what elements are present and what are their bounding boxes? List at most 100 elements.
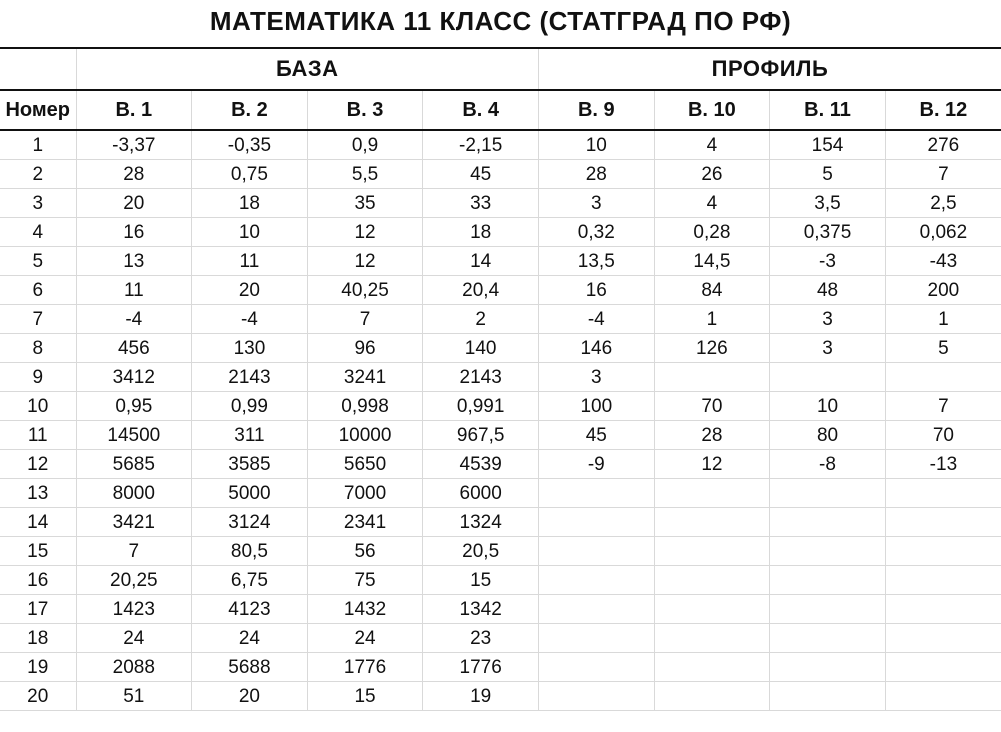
row-number-cell: 6 <box>0 276 76 305</box>
value-cell: 3412 <box>76 363 192 392</box>
group-blank-cell <box>0 48 76 90</box>
value-cell: 0,32 <box>538 218 654 247</box>
value-cell: 20,25 <box>76 566 192 595</box>
value-cell: 14,5 <box>654 247 770 276</box>
value-cell: 2143 <box>423 363 539 392</box>
value-cell: 20,5 <box>423 537 539 566</box>
value-cell: 6000 <box>423 479 539 508</box>
value-cell: 1423 <box>76 595 192 624</box>
value-cell: 20 <box>76 189 192 218</box>
table-row: 138000500070006000 <box>0 479 1001 508</box>
value-cell: 456 <box>76 334 192 363</box>
value-cell: 1 <box>654 305 770 334</box>
value-cell: -9 <box>538 450 654 479</box>
table-row: 1824242423 <box>0 624 1001 653</box>
value-cell <box>770 508 886 537</box>
value-cell: 13,5 <box>538 247 654 276</box>
value-cell <box>538 653 654 682</box>
value-cell: -3 <box>770 247 886 276</box>
value-cell: 0,75 <box>192 160 308 189</box>
value-cell: 24 <box>76 624 192 653</box>
row-number-cell: 11 <box>0 421 76 450</box>
value-cell: 2088 <box>76 653 192 682</box>
value-cell <box>538 624 654 653</box>
table-row: 171423412314321342 <box>0 595 1001 624</box>
value-cell: 2143 <box>192 363 308 392</box>
value-cell <box>885 537 1001 566</box>
column-header-row: Номер В. 1 В. 2 В. 3 В. 4 В. 9 В. 10 В. … <box>0 90 1001 130</box>
value-cell: -4 <box>76 305 192 334</box>
value-cell <box>770 595 886 624</box>
value-cell: 5650 <box>307 450 423 479</box>
value-cell: 967,5 <box>423 421 539 450</box>
value-cell: 18 <box>192 189 308 218</box>
value-cell <box>885 624 1001 653</box>
value-cell <box>770 363 886 392</box>
value-cell: 28 <box>76 160 192 189</box>
value-cell <box>885 653 1001 682</box>
value-cell: 26 <box>654 160 770 189</box>
value-cell: 1432 <box>307 595 423 624</box>
row-number-cell: 19 <box>0 653 76 682</box>
value-cell: 5 <box>885 334 1001 363</box>
table-row: 100,950,990,9980,99110070107 <box>0 392 1001 421</box>
value-cell: 2 <box>423 305 539 334</box>
table-row: 320183533343,52,5 <box>0 189 1001 218</box>
value-cell <box>654 479 770 508</box>
row-number-cell: 13 <box>0 479 76 508</box>
row-number-cell: 7 <box>0 305 76 334</box>
value-cell: 45 <box>538 421 654 450</box>
value-cell <box>885 479 1001 508</box>
table-row: 934122143324121433 <box>0 363 1001 392</box>
value-cell: -8 <box>770 450 886 479</box>
value-cell: 0,95 <box>76 392 192 421</box>
table-row: 15780,55620,5 <box>0 537 1001 566</box>
value-cell: -0,35 <box>192 130 308 160</box>
value-cell: 3 <box>538 189 654 218</box>
value-cell: 1324 <box>423 508 539 537</box>
value-cell: 3,5 <box>770 189 886 218</box>
table-row: 192088568817761776 <box>0 653 1001 682</box>
value-cell <box>654 595 770 624</box>
value-cell: 1776 <box>423 653 539 682</box>
value-cell <box>654 653 770 682</box>
table-row: 2280,755,545282657 <box>0 160 1001 189</box>
value-cell: 23 <box>423 624 539 653</box>
value-cell: 7000 <box>307 479 423 508</box>
value-cell: 0,9 <box>307 130 423 160</box>
value-cell: 16 <box>76 218 192 247</box>
value-cell <box>770 682 886 711</box>
col-header: В. 3 <box>307 90 423 130</box>
value-cell: 3585 <box>192 450 308 479</box>
value-cell: 311 <box>192 421 308 450</box>
value-cell: 35 <box>307 189 423 218</box>
row-number-cell: 9 <box>0 363 76 392</box>
value-cell: 14 <box>423 247 539 276</box>
value-cell: 7 <box>885 392 1001 421</box>
value-cell: 146 <box>538 334 654 363</box>
value-cell: 2341 <box>307 508 423 537</box>
value-cell <box>885 363 1001 392</box>
value-cell <box>538 566 654 595</box>
value-cell: 140 <box>423 334 539 363</box>
table-row: 1-3,37-0,350,9-2,15104154276 <box>0 130 1001 160</box>
value-cell: 0,375 <box>770 218 886 247</box>
value-cell: 200 <box>885 276 1001 305</box>
row-number-cell: 16 <box>0 566 76 595</box>
value-cell <box>770 537 886 566</box>
row-number-cell: 12 <box>0 450 76 479</box>
row-number-cell: 3 <box>0 189 76 218</box>
value-cell: 70 <box>654 392 770 421</box>
page-title: МАТЕМАТИКА 11 КЛАСС (СТАТГРАД ПО РФ) <box>0 0 1001 47</box>
value-cell: 2,5 <box>885 189 1001 218</box>
table-row: 1620,256,757515 <box>0 566 1001 595</box>
value-cell: 14500 <box>76 421 192 450</box>
value-cell: 80 <box>770 421 886 450</box>
row-number-cell: 15 <box>0 537 76 566</box>
col-header: В. 4 <box>423 90 539 130</box>
value-cell: 16 <box>538 276 654 305</box>
value-cell: 126 <box>654 334 770 363</box>
value-cell: 3124 <box>192 508 308 537</box>
value-cell: 3 <box>770 334 886 363</box>
value-cell: 5685 <box>76 450 192 479</box>
